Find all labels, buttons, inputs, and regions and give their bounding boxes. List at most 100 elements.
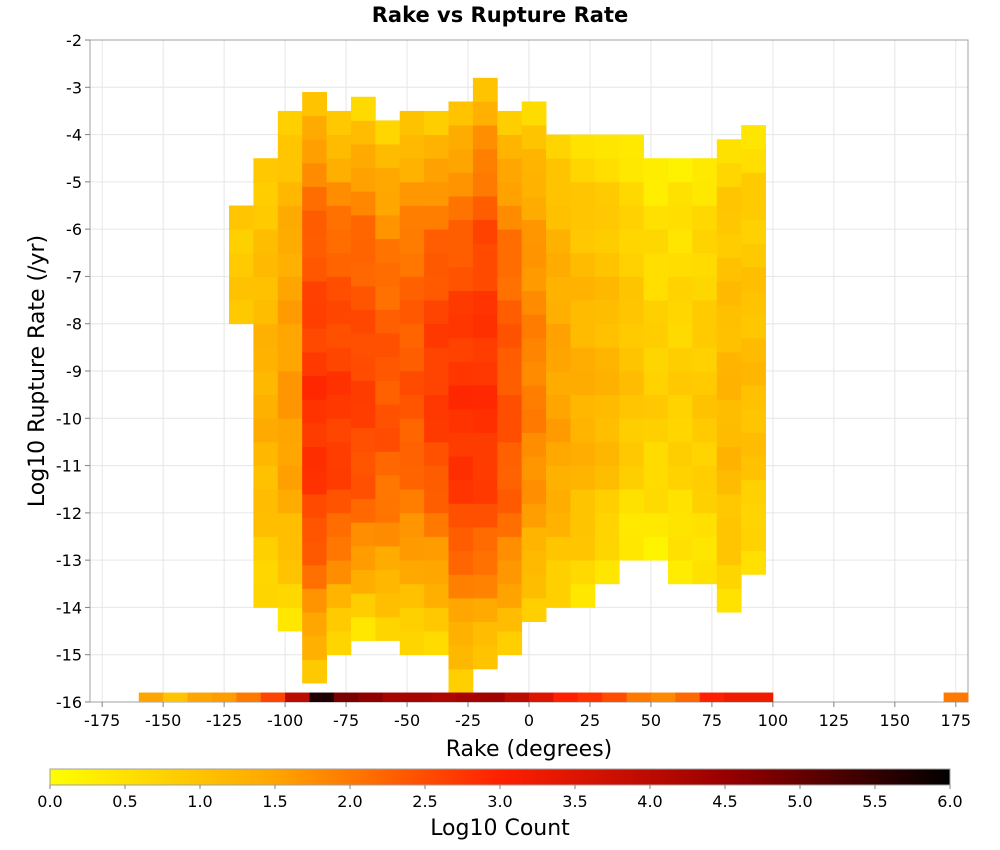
- heatmap-cell: [692, 489, 718, 514]
- heatmap-cell: [692, 229, 718, 254]
- heatmap-cell: [302, 210, 327, 235]
- heatmap-cell: [619, 465, 645, 490]
- heatmap-cell: [619, 300, 645, 325]
- colorbar-ticks: 0.0 0.5 1.0 1.5 2.0 2.5 3.0 3.5 4.0 4.5 5.0 5.5 6.0: [37, 785, 963, 811]
- heatmap-cell: [619, 441, 645, 466]
- heatmap-cell: [643, 158, 669, 183]
- heatmap-cell: [521, 290, 547, 315]
- heatmap-cell: [424, 205, 449, 230]
- heatmap-cell: [716, 257, 742, 282]
- heatmap-cell: [594, 394, 620, 419]
- heatmap-cell: [302, 399, 327, 424]
- heatmap-cell: [375, 262, 401, 287]
- heatmap-cell: [570, 465, 596, 490]
- heatmap-cell: [375, 238, 401, 263]
- heatmap-cell: [497, 110, 523, 135]
- heatmap-cell: [594, 229, 620, 254]
- heatmap-cell: [668, 418, 693, 443]
- heatmap-cell: [277, 158, 303, 183]
- heatmap-cell: [302, 470, 327, 495]
- heatmap-cell: [546, 371, 571, 396]
- heatmap-cell: [521, 574, 547, 599]
- heatmap-cell: [570, 536, 596, 561]
- x-tick-label: -25: [455, 711, 481, 730]
- heatmap-cell-bottom-row: [358, 692, 384, 702]
- x-tick-label: -75: [333, 711, 359, 730]
- colorbar: [49, 768, 951, 786]
- heatmap-cell: [448, 196, 474, 221]
- heatmap-cell: [277, 252, 303, 277]
- x-tick-label: 50: [641, 711, 661, 730]
- heatmap-cell: [668, 252, 693, 277]
- heatmap-cell: [350, 214, 376, 239]
- heatmap-cell: [472, 503, 498, 528]
- heatmap-cell: [546, 252, 571, 277]
- heatmap-cell: [399, 536, 425, 561]
- heatmap-cell: [448, 408, 474, 433]
- heatmap-cell: [472, 645, 498, 670]
- heatmap-cell: [692, 347, 718, 372]
- heatmap-cell: [350, 522, 376, 547]
- heatmap-cell: [546, 158, 571, 183]
- heatmap-cell: [521, 456, 547, 481]
- heatmap-cell: [472, 314, 498, 339]
- colorbar-label: Log10 Count: [430, 816, 570, 841]
- heatmap-cell: [277, 205, 303, 230]
- heatmap-cell: [399, 323, 425, 348]
- heatmap-cell: [277, 512, 303, 537]
- heatmap-cell: [302, 588, 327, 613]
- heatmap-cell: [643, 512, 669, 537]
- heatmap-cell: [497, 181, 523, 206]
- heatmap-cell: [741, 456, 766, 481]
- heatmap-cell: [472, 456, 498, 481]
- heatmap-cell: [716, 162, 742, 187]
- heatmap-cell: [326, 371, 352, 396]
- heatmap-cell: [546, 229, 571, 254]
- heatmap-cell: [399, 252, 425, 277]
- heatmap-cell: [668, 181, 693, 206]
- heatmap-cell: [277, 276, 303, 301]
- heatmap-cell: [448, 597, 474, 623]
- heatmap-cell: [741, 337, 766, 362]
- heatmap-cell: [326, 512, 352, 537]
- heatmap-cell: [399, 583, 425, 608]
- heatmap-cell: [643, 300, 669, 325]
- heatmap-cell: [741, 550, 766, 575]
- heatmap-cell: [253, 205, 279, 230]
- heatmap-cell: [521, 361, 547, 386]
- heatmap-cell: [326, 110, 352, 135]
- heatmap-cell: [716, 493, 742, 518]
- heatmap-cell: [253, 371, 279, 396]
- heatmap-cell: [424, 560, 449, 585]
- heatmap-cell-bottom-row: [211, 692, 237, 702]
- heatmap-cell: [643, 205, 669, 230]
- heatmap-cell: [399, 276, 425, 301]
- heatmap-cell: [570, 583, 596, 608]
- heatmap-cell: [619, 489, 645, 514]
- heatmap-cell-bottom-row: [748, 692, 774, 702]
- heatmap-cell: [546, 512, 571, 537]
- heatmap-cell: [326, 583, 352, 608]
- heatmap-cell: [277, 394, 303, 419]
- heatmap-cell: [570, 252, 596, 277]
- heatmap-cell: [594, 205, 620, 230]
- heatmap-cell: [375, 593, 401, 618]
- heatmap-cell: [741, 479, 766, 504]
- heatmap-cell: [497, 229, 523, 254]
- heatmap-cell: [424, 181, 449, 206]
- heatmap-cell: [668, 276, 693, 301]
- heatmap-cell: [521, 527, 547, 552]
- heatmap-cell: [521, 479, 547, 504]
- heatmap-cell: [668, 465, 693, 490]
- heatmap-cell: [521, 172, 547, 197]
- heatmap-cell: [302, 564, 327, 589]
- heatmap-cell: [448, 550, 474, 575]
- heatmap-cell: [692, 276, 718, 301]
- heatmap-cell: [350, 498, 376, 523]
- x-axis-ticks: -175 -150 -125 -100 -75 -50 -25 0 25 50 75 100 125 15…: [84, 702, 971, 730]
- heatmap-cell: [472, 125, 498, 150]
- heatmap-cell: [643, 276, 669, 301]
- heatmap-cell: [277, 418, 303, 443]
- heatmap-cell: [302, 162, 327, 187]
- heatmap-cell: [497, 347, 523, 372]
